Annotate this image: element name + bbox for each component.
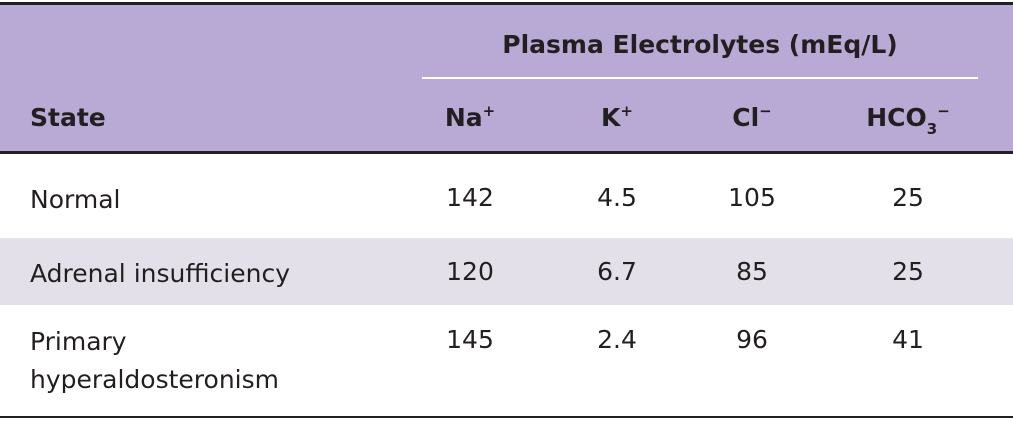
group-header: Plasma Electrolytes (mEq/L) [502,30,898,59]
group-rule [422,77,978,79]
cell-value: 25 [892,257,924,286]
header-superscript: − [937,102,950,120]
row-label: Adrenal insufficiency [30,259,290,288]
cell-value: 96 [736,325,768,354]
cell-value: 2.4 [597,325,637,354]
cell-value: 4.5 [597,183,637,212]
top-rule [0,2,1013,5]
row-label: Primary hyperaldosteronism [30,327,279,394]
cell-value: 41 [892,325,924,354]
row-shading [0,238,1013,305]
cell-value: 85 [736,257,768,286]
header-subscript: 3 [926,120,938,138]
column-header: K+ [547,101,687,135]
header-base: HCO [866,103,927,132]
header-superscript: + [620,102,633,120]
bottom-rule [0,416,1013,418]
header-superscript: − [759,102,772,120]
column-header: Cl− [682,101,822,135]
cell-value: 6.7 [597,257,637,286]
header-rule [0,151,1013,154]
header-base: K [601,103,621,132]
cell-value: 142 [446,183,494,212]
header-base: Na [444,103,483,132]
header-superscript: + [482,102,496,120]
column-header: Na+ [400,101,540,135]
cell-value: 25 [892,183,924,212]
column-header: HCO3− [838,101,978,138]
header-base: Cl [732,103,760,132]
cell-value: 120 [446,257,494,286]
row-label: Normal [30,185,121,214]
cell-value: 105 [728,183,776,212]
column-header: State [30,103,106,132]
cell-value: 145 [446,325,494,354]
